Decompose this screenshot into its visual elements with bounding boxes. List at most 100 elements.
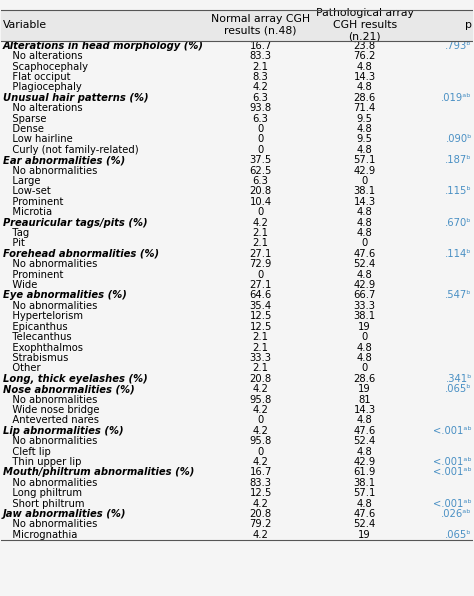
Text: 20.8: 20.8	[250, 187, 272, 197]
Text: Cleft lip: Cleft lip	[3, 446, 51, 457]
Text: .090ᵇ: .090ᵇ	[446, 134, 472, 144]
Text: 42.9: 42.9	[354, 457, 376, 467]
Text: 0: 0	[257, 207, 264, 217]
Text: 0: 0	[362, 364, 368, 373]
Text: 71.4: 71.4	[354, 103, 376, 113]
Text: Strabismus: Strabismus	[3, 353, 68, 363]
Text: Anteverted nares: Anteverted nares	[3, 415, 99, 426]
Text: 62.5: 62.5	[249, 166, 272, 176]
Text: Wide nose bridge: Wide nose bridge	[3, 405, 100, 415]
Text: No abnormalities: No abnormalities	[3, 259, 98, 269]
Text: 4.8: 4.8	[357, 145, 373, 155]
Text: <.001ᵃᵇ: <.001ᵃᵇ	[433, 426, 472, 436]
Text: Dense: Dense	[3, 124, 44, 134]
Text: 16.7: 16.7	[249, 41, 272, 51]
Text: Long, thick eyelashes (%): Long, thick eyelashes (%)	[3, 374, 148, 384]
Text: Large: Large	[3, 176, 41, 186]
Text: 76.2: 76.2	[354, 51, 376, 61]
Text: 47.6: 47.6	[354, 249, 376, 259]
Text: 27.1: 27.1	[249, 280, 272, 290]
Text: .114ᵇ: .114ᵇ	[445, 249, 472, 259]
Text: Jaw abnormalities (%): Jaw abnormalities (%)	[3, 509, 127, 519]
FancyBboxPatch shape	[0, 10, 474, 41]
Text: 64.6: 64.6	[249, 290, 272, 300]
Text: 52.4: 52.4	[354, 519, 376, 529]
Text: Prominent: Prominent	[3, 269, 64, 280]
Text: 23.8: 23.8	[354, 41, 376, 51]
Text: 4.8: 4.8	[357, 446, 373, 457]
Text: 4.8: 4.8	[357, 124, 373, 134]
Text: Variable: Variable	[3, 20, 47, 30]
Text: 66.7: 66.7	[354, 290, 376, 300]
Text: 79.2: 79.2	[249, 519, 272, 529]
Text: 12.5: 12.5	[249, 322, 272, 332]
Text: 52.4: 52.4	[354, 259, 376, 269]
Text: Tag: Tag	[3, 228, 29, 238]
Text: Other: Other	[3, 364, 41, 373]
Text: 2.1: 2.1	[253, 332, 269, 342]
Text: .115ᵇ: .115ᵇ	[445, 187, 472, 197]
Text: Unusual hair patterns (%): Unusual hair patterns (%)	[3, 93, 149, 103]
Text: 4.8: 4.8	[357, 415, 373, 426]
Text: 47.6: 47.6	[354, 426, 376, 436]
Text: .019ᵃᵇ: .019ᵃᵇ	[441, 93, 472, 103]
Text: 28.6: 28.6	[354, 374, 376, 384]
Text: 38.1: 38.1	[354, 311, 376, 321]
Text: Microtia: Microtia	[3, 207, 52, 217]
Text: Micrognathia: Micrognathia	[3, 530, 77, 540]
Text: 37.5: 37.5	[249, 155, 272, 165]
Text: 52.4: 52.4	[354, 436, 376, 446]
Text: .026ᵃᵇ: .026ᵃᵇ	[441, 509, 472, 519]
Text: .547ᵇ: .547ᵇ	[445, 290, 472, 300]
Text: Curly (not family-related): Curly (not family-related)	[3, 145, 139, 155]
Text: 12.5: 12.5	[249, 488, 272, 498]
Text: 4.8: 4.8	[357, 61, 373, 72]
Text: Sparse: Sparse	[3, 114, 46, 123]
Text: Preauricular tags/pits (%): Preauricular tags/pits (%)	[3, 218, 148, 228]
Text: Pit: Pit	[3, 238, 25, 249]
Text: Wide: Wide	[3, 280, 37, 290]
Text: 0: 0	[257, 145, 264, 155]
Text: 93.8: 93.8	[250, 103, 272, 113]
Text: 4.8: 4.8	[357, 353, 373, 363]
Text: Prominent: Prominent	[3, 197, 64, 207]
Text: 14.3: 14.3	[354, 405, 376, 415]
Text: Lip abnormalities (%): Lip abnormalities (%)	[3, 426, 124, 436]
Text: 0: 0	[362, 238, 368, 249]
Text: 9.5: 9.5	[356, 134, 373, 144]
Text: 19: 19	[358, 322, 371, 332]
Text: 95.8: 95.8	[249, 436, 272, 446]
Text: 57.1: 57.1	[354, 488, 376, 498]
Text: 4.8: 4.8	[357, 269, 373, 280]
Text: Nose abnormalities (%): Nose abnormalities (%)	[3, 384, 135, 394]
Text: 38.1: 38.1	[354, 478, 376, 488]
Text: 8.3: 8.3	[253, 72, 268, 82]
Text: Long philtrum: Long philtrum	[3, 488, 82, 498]
Text: 61.9: 61.9	[354, 467, 376, 477]
Text: 19: 19	[358, 384, 371, 394]
Text: .187ᵇ: .187ᵇ	[445, 155, 472, 165]
Text: 0: 0	[257, 415, 264, 426]
Text: <.001ᵃᵇ: <.001ᵃᵇ	[433, 457, 472, 467]
Text: Plagiocephaly: Plagiocephaly	[3, 82, 82, 92]
Text: Forehead abnormalities (%): Forehead abnormalities (%)	[3, 249, 159, 259]
Text: Eye abnormalities (%): Eye abnormalities (%)	[3, 290, 127, 300]
Text: 4.8: 4.8	[357, 82, 373, 92]
Text: Low hairline: Low hairline	[3, 134, 73, 144]
Text: 0: 0	[257, 269, 264, 280]
Text: 4.2: 4.2	[253, 530, 269, 540]
Text: Epicanthus: Epicanthus	[3, 322, 68, 332]
Text: .341ᵇ: .341ᵇ	[446, 374, 472, 384]
Text: 0: 0	[362, 332, 368, 342]
Text: 4.2: 4.2	[253, 218, 269, 228]
Text: .065ᵇ: .065ᵇ	[445, 384, 472, 394]
Text: 83.3: 83.3	[250, 51, 272, 61]
Text: 4.2: 4.2	[253, 384, 269, 394]
Text: No abnormalities: No abnormalities	[3, 301, 98, 311]
Text: No abnormalities: No abnormalities	[3, 395, 98, 405]
Text: 33.3: 33.3	[250, 353, 272, 363]
Text: Normal array CGH
results (n․48): Normal array CGH results (n․48)	[211, 14, 310, 36]
Text: No alterations: No alterations	[3, 103, 82, 113]
Text: 83.3: 83.3	[250, 478, 272, 488]
Text: 2.1: 2.1	[253, 228, 269, 238]
